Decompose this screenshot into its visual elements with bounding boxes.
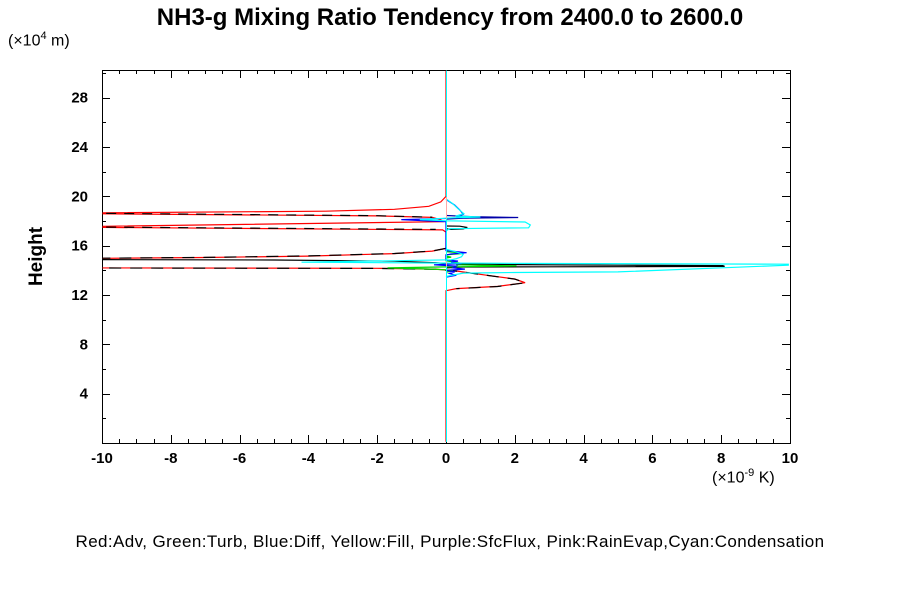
y-unit-prefix: (×10 <box>8 32 41 50</box>
y-unit-exponent: 4 <box>40 30 47 42</box>
series-adv-red <box>102 70 526 442</box>
series-net-black-dash-d <box>102 267 526 290</box>
x-tick-label: 8 <box>717 450 725 467</box>
x-tick-label: -4 <box>302 450 316 467</box>
x-tick-label: -2 <box>371 450 384 467</box>
x-tick-label: 4 <box>579 450 588 467</box>
x-tick-label: 0 <box>442 450 450 467</box>
chart-title: NH3-g Mixing Ratio Tendency from 2400.0 … <box>156 4 744 31</box>
series-net-black-dash-a <box>102 212 433 218</box>
x-unit-exponent: -9 <box>744 467 755 479</box>
y-axis-unit-label: (×104 m) <box>8 30 70 50</box>
y-tick-label: 8 <box>80 336 88 353</box>
series-net-black-dash-c <box>102 247 447 259</box>
y-tick-label: 12 <box>71 287 88 304</box>
x-tick-label: -8 <box>164 450 177 467</box>
x-tick-label: 2 <box>511 450 519 467</box>
data-series <box>102 70 789 442</box>
x-tick-label: 6 <box>648 450 656 467</box>
x-tick-label: 10 <box>782 450 799 467</box>
x-tick-labels: -10 -8 -6 -4 -2 0 2 4 6 8 10 <box>91 450 798 467</box>
x-unit-prefix: (×10 <box>712 469 745 487</box>
axis-ticks <box>102 70 791 443</box>
y-tick-label: 24 <box>71 139 88 156</box>
y-unit-suffix: m) <box>46 32 70 50</box>
x-tick-label: -6 <box>233 450 246 467</box>
series-net-black-dash-b <box>102 226 436 230</box>
y-tick-label: 16 <box>71 238 88 255</box>
x-unit-suffix: K) <box>754 469 775 487</box>
y-tick-label: 28 <box>71 90 88 107</box>
x-tick-label: -10 <box>91 450 113 467</box>
x-axis-unit-label: (×10-9 K) <box>712 467 775 487</box>
series-cond-cyan-main <box>301 248 789 278</box>
y-tick-label: 4 <box>80 386 89 403</box>
y-tick-labels: 4 8 12 16 20 24 28 <box>71 90 88 403</box>
y-axis-title: Height <box>26 226 47 286</box>
y-tick-label: 20 <box>71 188 88 205</box>
legend-text: Red:Adv, Green:Turb, Blue:Diff, Yellow:F… <box>75 532 825 551</box>
series-cond-cyan-upper <box>419 198 532 232</box>
